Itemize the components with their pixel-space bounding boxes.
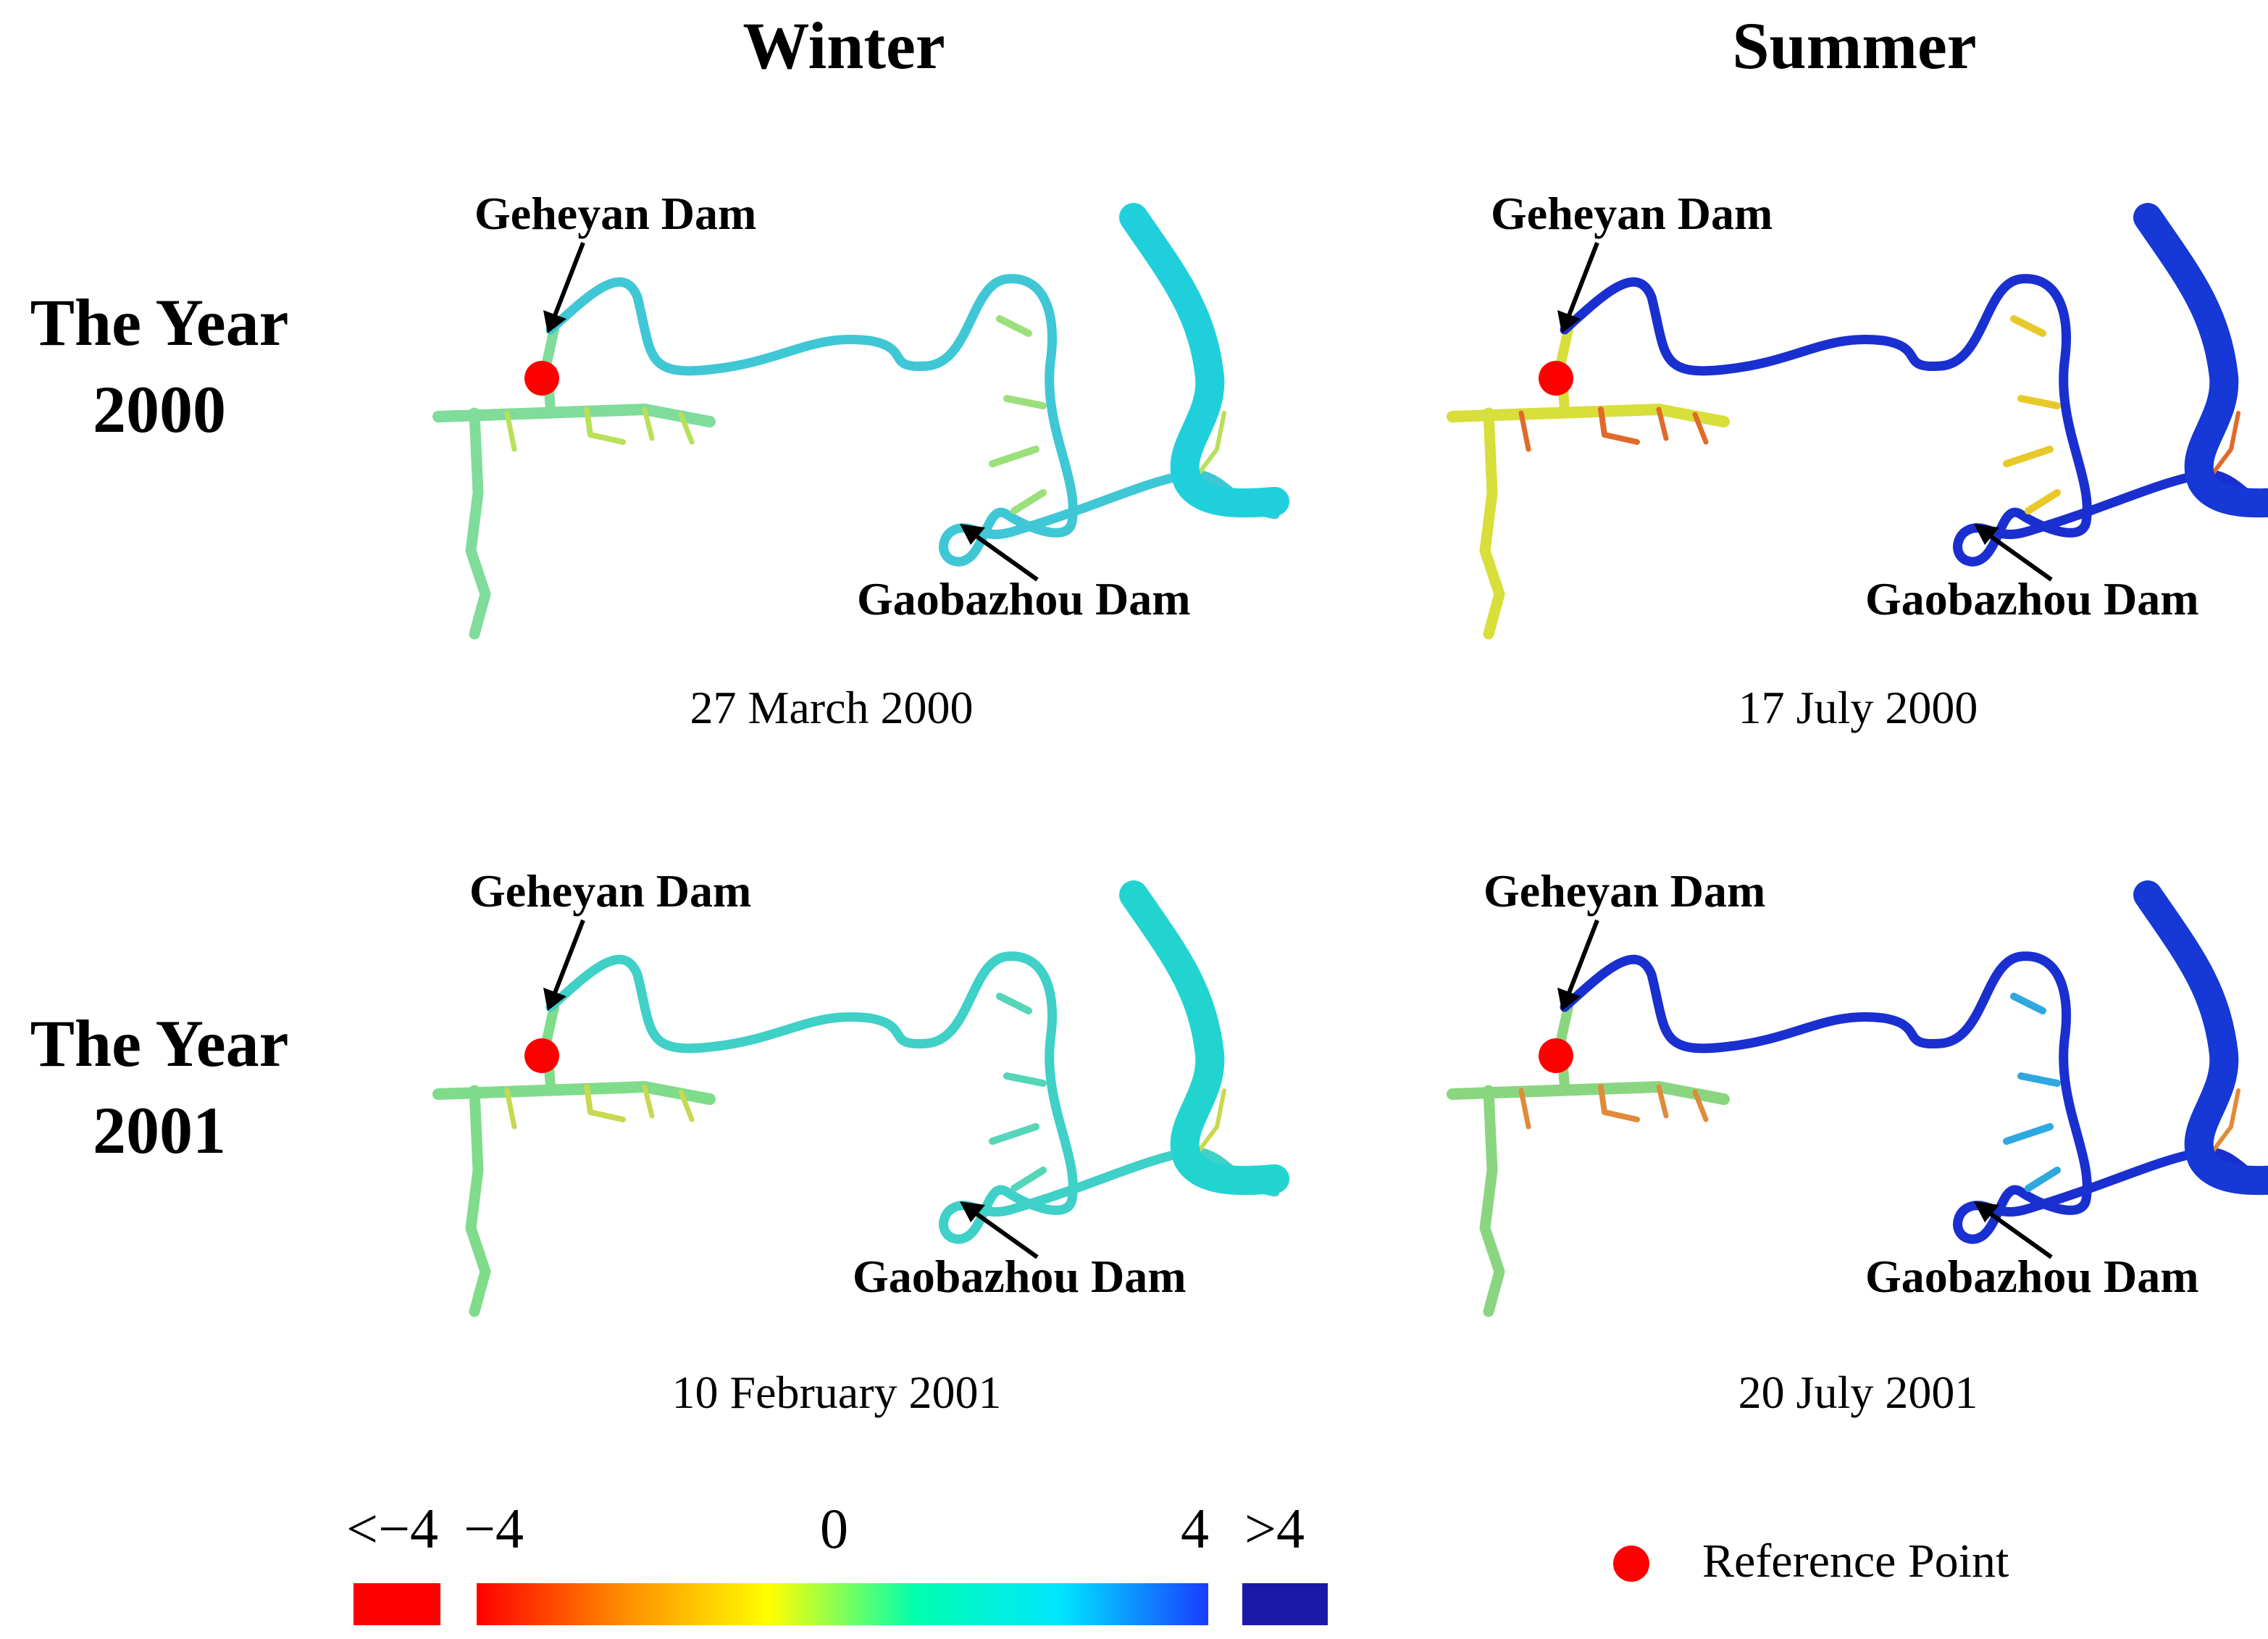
reservoir-arm [504, 406, 695, 452]
reservoir-arm [2207, 1088, 2240, 1158]
acquisition-date: 10 February 2001 [671, 1367, 1002, 1418]
arrow-head [543, 310, 566, 333]
geheyan-dam-label: Geheyan Dam [1491, 188, 1773, 239]
reference-point-marker [524, 361, 559, 396]
reservoir-arm [1598, 1084, 1640, 1122]
legend-max-label: 4 [1181, 1497, 1209, 1560]
legend-zero-label: 0 [820, 1497, 848, 1560]
legend-min-label: −4 [464, 1497, 524, 1560]
arrow-gaobazhou-dam [1987, 533, 2053, 582]
row-label-line2: 2000 [93, 372, 226, 446]
geheyan-dam-label: Geheyan Dam [469, 865, 752, 917]
gaobazhou-dam-label: Gaobazhou Dam [857, 573, 1191, 625]
row-label-line2: 2001 [93, 1093, 226, 1167]
river-channel [1560, 951, 2268, 1244]
arrow-geheyan-dam [1566, 919, 1599, 996]
arrow-geheyan-dam [552, 919, 585, 996]
map-panel-2000-summer [1420, 188, 2268, 652]
reservoir-map [1447, 880, 2268, 1317]
reservoir-arm [1598, 406, 1640, 445]
geheyan-dam-label: Geheyan Dam [474, 188, 757, 239]
main-river [1119, 880, 1289, 1196]
reference-point-marker [1539, 361, 1573, 396]
map-panel-2001-winter [406, 866, 1289, 1330]
reservoir-arm [989, 315, 1047, 514]
arrow-geheyan-dam [552, 241, 585, 319]
acquisition-date: 20 July 2001 [1738, 1367, 1978, 1418]
reservoir-arm [2003, 315, 2061, 514]
river-channel [545, 951, 1280, 1244]
reservoir-arm [584, 1084, 626, 1122]
map-panel-2000-winter [406, 188, 1289, 652]
legend-below-swatch [353, 1583, 440, 1625]
main-river [1119, 203, 1289, 518]
acquisition-date: 27 March 2000 [690, 682, 974, 733]
reservoir-arm [1193, 411, 1226, 480]
column-header-summer: Summer [1732, 9, 1977, 83]
row-label-line1: The Year [30, 1006, 289, 1080]
reservoir-arm [989, 993, 1047, 1192]
reference-point-legend-icon [1613, 1546, 1649, 1582]
reservoir-map [432, 880, 1289, 1317]
acquisition-date: 17 July 2000 [1738, 682, 1978, 733]
reservoir-arm [584, 406, 626, 445]
gaobazhou-dam-label: Gaobazhou Dam [1865, 573, 2199, 625]
river-channel [545, 274, 1280, 567]
arrow-head [1974, 524, 1999, 545]
geheyan-dam-label: Geheyan Dam [1484, 865, 1766, 917]
main-river [2133, 880, 2268, 1196]
main-river [2133, 203, 2268, 518]
arrow-gaobazhou-dam [1987, 1210, 2053, 1259]
reservoir-arm [465, 407, 491, 640]
row-label-2001: The Year 2001 [0, 1000, 319, 1174]
reservoir-arm [465, 1085, 491, 1317]
arrow-head [960, 524, 985, 545]
reference-point-marker [1539, 1038, 1573, 1073]
reservoir-arm [504, 1084, 695, 1130]
column-header-winter: Winter [742, 9, 945, 83]
reference-point-label: Reference Point [1702, 1535, 2009, 1588]
reservoir-map [432, 203, 1289, 640]
arrow-gaobazhou-dam [973, 533, 1039, 582]
row-label-line1: The Year [30, 285, 289, 359]
reservoir-arm [2207, 411, 2240, 480]
reservoir-arm [2003, 993, 2061, 1192]
arrow-gaobazhou-dam [973, 1210, 1039, 1259]
reservoir-arm [1193, 1088, 1226, 1158]
reference-point-marker [524, 1038, 559, 1073]
arrow-head [960, 1201, 985, 1222]
legend-above-swatch [1242, 1583, 1328, 1625]
reservoir-arm [1479, 1085, 1505, 1317]
legend-below-label: <−4 [346, 1497, 438, 1560]
arrow-head [1974, 1201, 1999, 1222]
arrow-head [1557, 310, 1581, 333]
reservoir-arm [1518, 406, 1709, 452]
reservoir-arm [1479, 407, 1505, 640]
row-label-2000: The Year 2000 [0, 279, 319, 453]
reservoir-arm [1518, 1084, 1709, 1130]
river-channel [1560, 274, 2268, 567]
gaobazhou-dam-label: Gaobazhou Dam [853, 1251, 1187, 1302]
arrow-head [543, 988, 566, 1011]
legend-above-label: >4 [1244, 1497, 1305, 1560]
arrow-geheyan-dam [1566, 241, 1599, 319]
map-panel-2001-summer [1420, 866, 2268, 1330]
arrow-head [1557, 988, 1581, 1011]
legend-color-ramp [477, 1583, 1208, 1625]
reservoir-map [1447, 203, 2268, 640]
gaobazhou-dam-label: Gaobazhou Dam [1865, 1251, 2199, 1302]
